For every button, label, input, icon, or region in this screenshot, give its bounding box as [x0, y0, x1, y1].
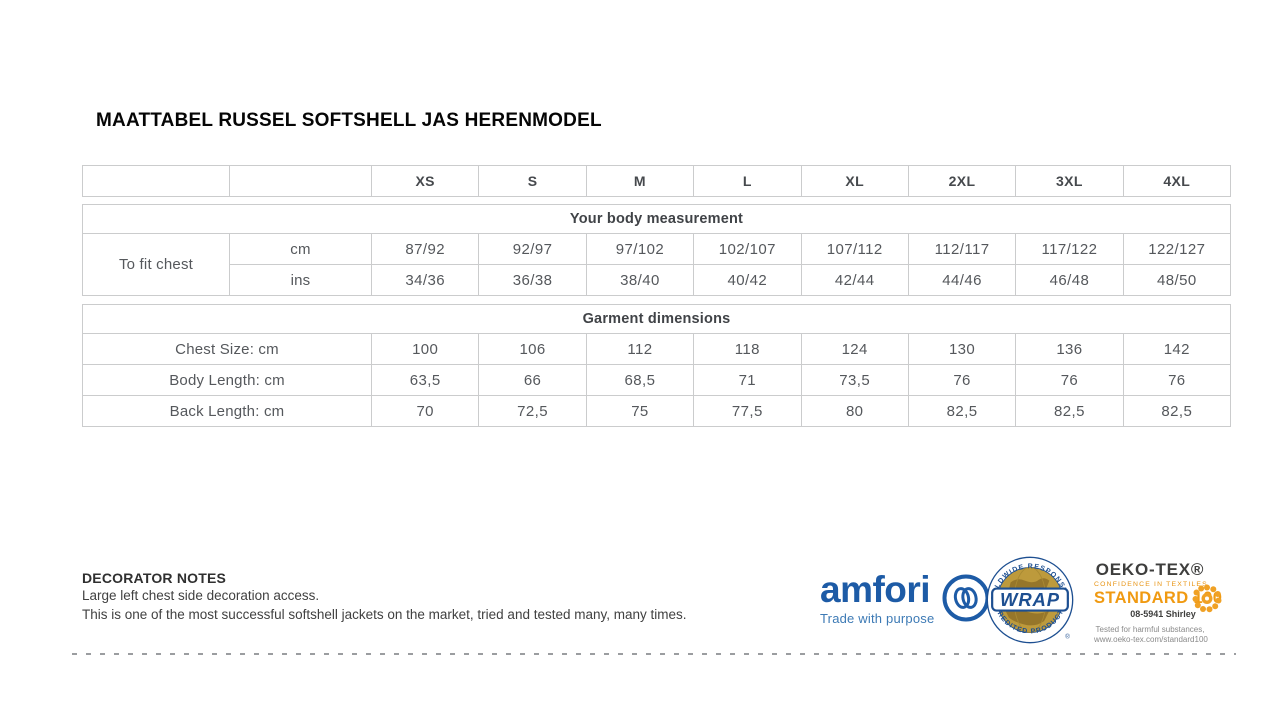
- wrap-acronym: WRAP: [1000, 589, 1060, 610]
- section-title: Garment dimensions: [582, 311, 731, 327]
- dimension-cell: 72,5: [478, 395, 586, 426]
- measurement-cell: 122/127: [1122, 233, 1230, 264]
- dimension-cell: 76: [907, 364, 1016, 395]
- size-col-header: 2XL: [907, 166, 1015, 196]
- dimension-cell: 80: [800, 395, 908, 426]
- unit-label-cm: cm: [229, 233, 371, 264]
- measurement-cell: 112/117: [907, 233, 1016, 264]
- measurement-cell: 97/102: [585, 233, 694, 264]
- measurement-cell: 42/44: [800, 264, 908, 295]
- decorator-note-line: Large left chest side decoration access.: [82, 588, 320, 603]
- size-col-header: XL: [800, 166, 908, 196]
- oekotex-flower-icon: [1192, 584, 1222, 613]
- page-title: MAATTABEL RUSSEL SOFTSHELL JAS HERENMODE…: [96, 110, 602, 131]
- measurement-cell: 34/36: [371, 264, 479, 295]
- dimension-cell: 82,5: [1122, 395, 1230, 426]
- dimension-cell: 70: [371, 395, 479, 426]
- oekotex-standard: STANDARD 100: [1094, 589, 1223, 607]
- measurement-cell: 87/92: [371, 233, 479, 264]
- dimension-cell: 66: [478, 364, 586, 395]
- oekotex-note: Tested for harmful substances,: [1095, 625, 1205, 634]
- unit-label-ins: ins: [229, 264, 371, 295]
- wrap-registered-mark: ®: [1065, 634, 1070, 641]
- wrap-badge-icon: WORLDWIDE RESPONSIBLE ACCREDITED PRODUCT…: [986, 556, 1074, 644]
- dimension-cell: 100: [371, 333, 479, 364]
- dimension-cell: 130: [907, 333, 1016, 364]
- dimension-cell: 77,5: [693, 395, 801, 426]
- dimension-cell: 63,5: [371, 364, 479, 395]
- measurement-cell: 46/48: [1015, 264, 1123, 295]
- dimension-cell: 75: [585, 395, 694, 426]
- header-empty-cell: [229, 166, 371, 196]
- size-col-header: 4XL: [1122, 166, 1230, 196]
- measurement-cell: 44/46: [907, 264, 1016, 295]
- dimension-cell: 68,5: [585, 364, 694, 395]
- size-col-header: 3XL: [1015, 166, 1122, 196]
- size-col-header: S: [478, 166, 585, 196]
- dimension-cell: 142: [1122, 333, 1230, 364]
- measurement-cell: 36/38: [478, 264, 586, 295]
- dimension-cell: 76: [1122, 364, 1230, 395]
- measurement-cell: 92/97: [478, 233, 586, 264]
- dimension-cell: 76: [1015, 364, 1123, 395]
- header-empty-cell: [83, 166, 229, 196]
- dimension-cell: 112: [585, 333, 694, 364]
- decorator-notes: DECORATOR NOTES Large left chest side de…: [82, 570, 687, 624]
- size-col-header: M: [585, 166, 693, 196]
- oekotex-note: www.oeko-tex.com/standard100: [1094, 635, 1208, 644]
- measurement-cell: 38/40: [585, 264, 694, 295]
- dimension-row-label: Back Length: cm: [83, 395, 371, 426]
- size-col-header: L: [693, 166, 800, 196]
- body-measurement-section: Your body measurement To fit chest cm 87…: [82, 204, 1231, 296]
- dimension-row-label: Body Length: cm: [83, 364, 371, 395]
- size-header-row: XS S M L XL 2XL 3XL 4XL: [82, 165, 1231, 197]
- measurement-cell: 102/107: [693, 233, 801, 264]
- amfori-logo: amfori Trade with purpose: [820, 569, 945, 627]
- dimension-cell: 124: [800, 333, 908, 364]
- dimension-cell: 106: [478, 333, 586, 364]
- amfori-wordmark: amfori: [820, 569, 931, 610]
- dimension-cell: 82,5: [907, 395, 1016, 426]
- dimension-row-label: Chest Size: cm: [83, 333, 371, 364]
- dimension-cell: 118: [693, 333, 801, 364]
- dimension-cell: 82,5: [1015, 395, 1123, 426]
- decorator-notes-heading: DECORATOR NOTES: [82, 570, 227, 586]
- garment-dimensions-section: Garment dimensions Chest Size: cm 100 10…: [82, 304, 1231, 427]
- to-fit-chest-label: To fit chest: [83, 233, 229, 295]
- oekotex-logo: OEKO-TEX® CONFIDENCE IN TEXTILES STANDAR…: [1094, 560, 1223, 645]
- size-col-header: XS: [371, 166, 478, 196]
- measurement-cell: 48/50: [1122, 264, 1230, 295]
- dimension-cell: 136: [1015, 333, 1123, 364]
- measurement-cell: 40/42: [693, 264, 801, 295]
- measurement-cell: 117/122: [1015, 233, 1123, 264]
- dashed-divider: [72, 653, 1236, 655]
- oekotex-brand: OEKO-TEX®: [1095, 560, 1205, 579]
- measurement-cell: 107/112: [800, 233, 908, 264]
- amfori-logo-icon: [942, 574, 990, 622]
- decorator-note-line: This is one of the most successful softs…: [82, 607, 687, 622]
- section-title: Your body measurement: [569, 211, 744, 227]
- dimension-cell: 71: [693, 364, 801, 395]
- dimension-cell: 73,5: [800, 364, 908, 395]
- oekotex-tagline: CONFIDENCE IN TEXTILES: [1094, 581, 1208, 588]
- amfori-tagline: Trade with purpose: [820, 611, 935, 626]
- oekotex-cert-number: 08-5941 Shirley: [1130, 609, 1196, 619]
